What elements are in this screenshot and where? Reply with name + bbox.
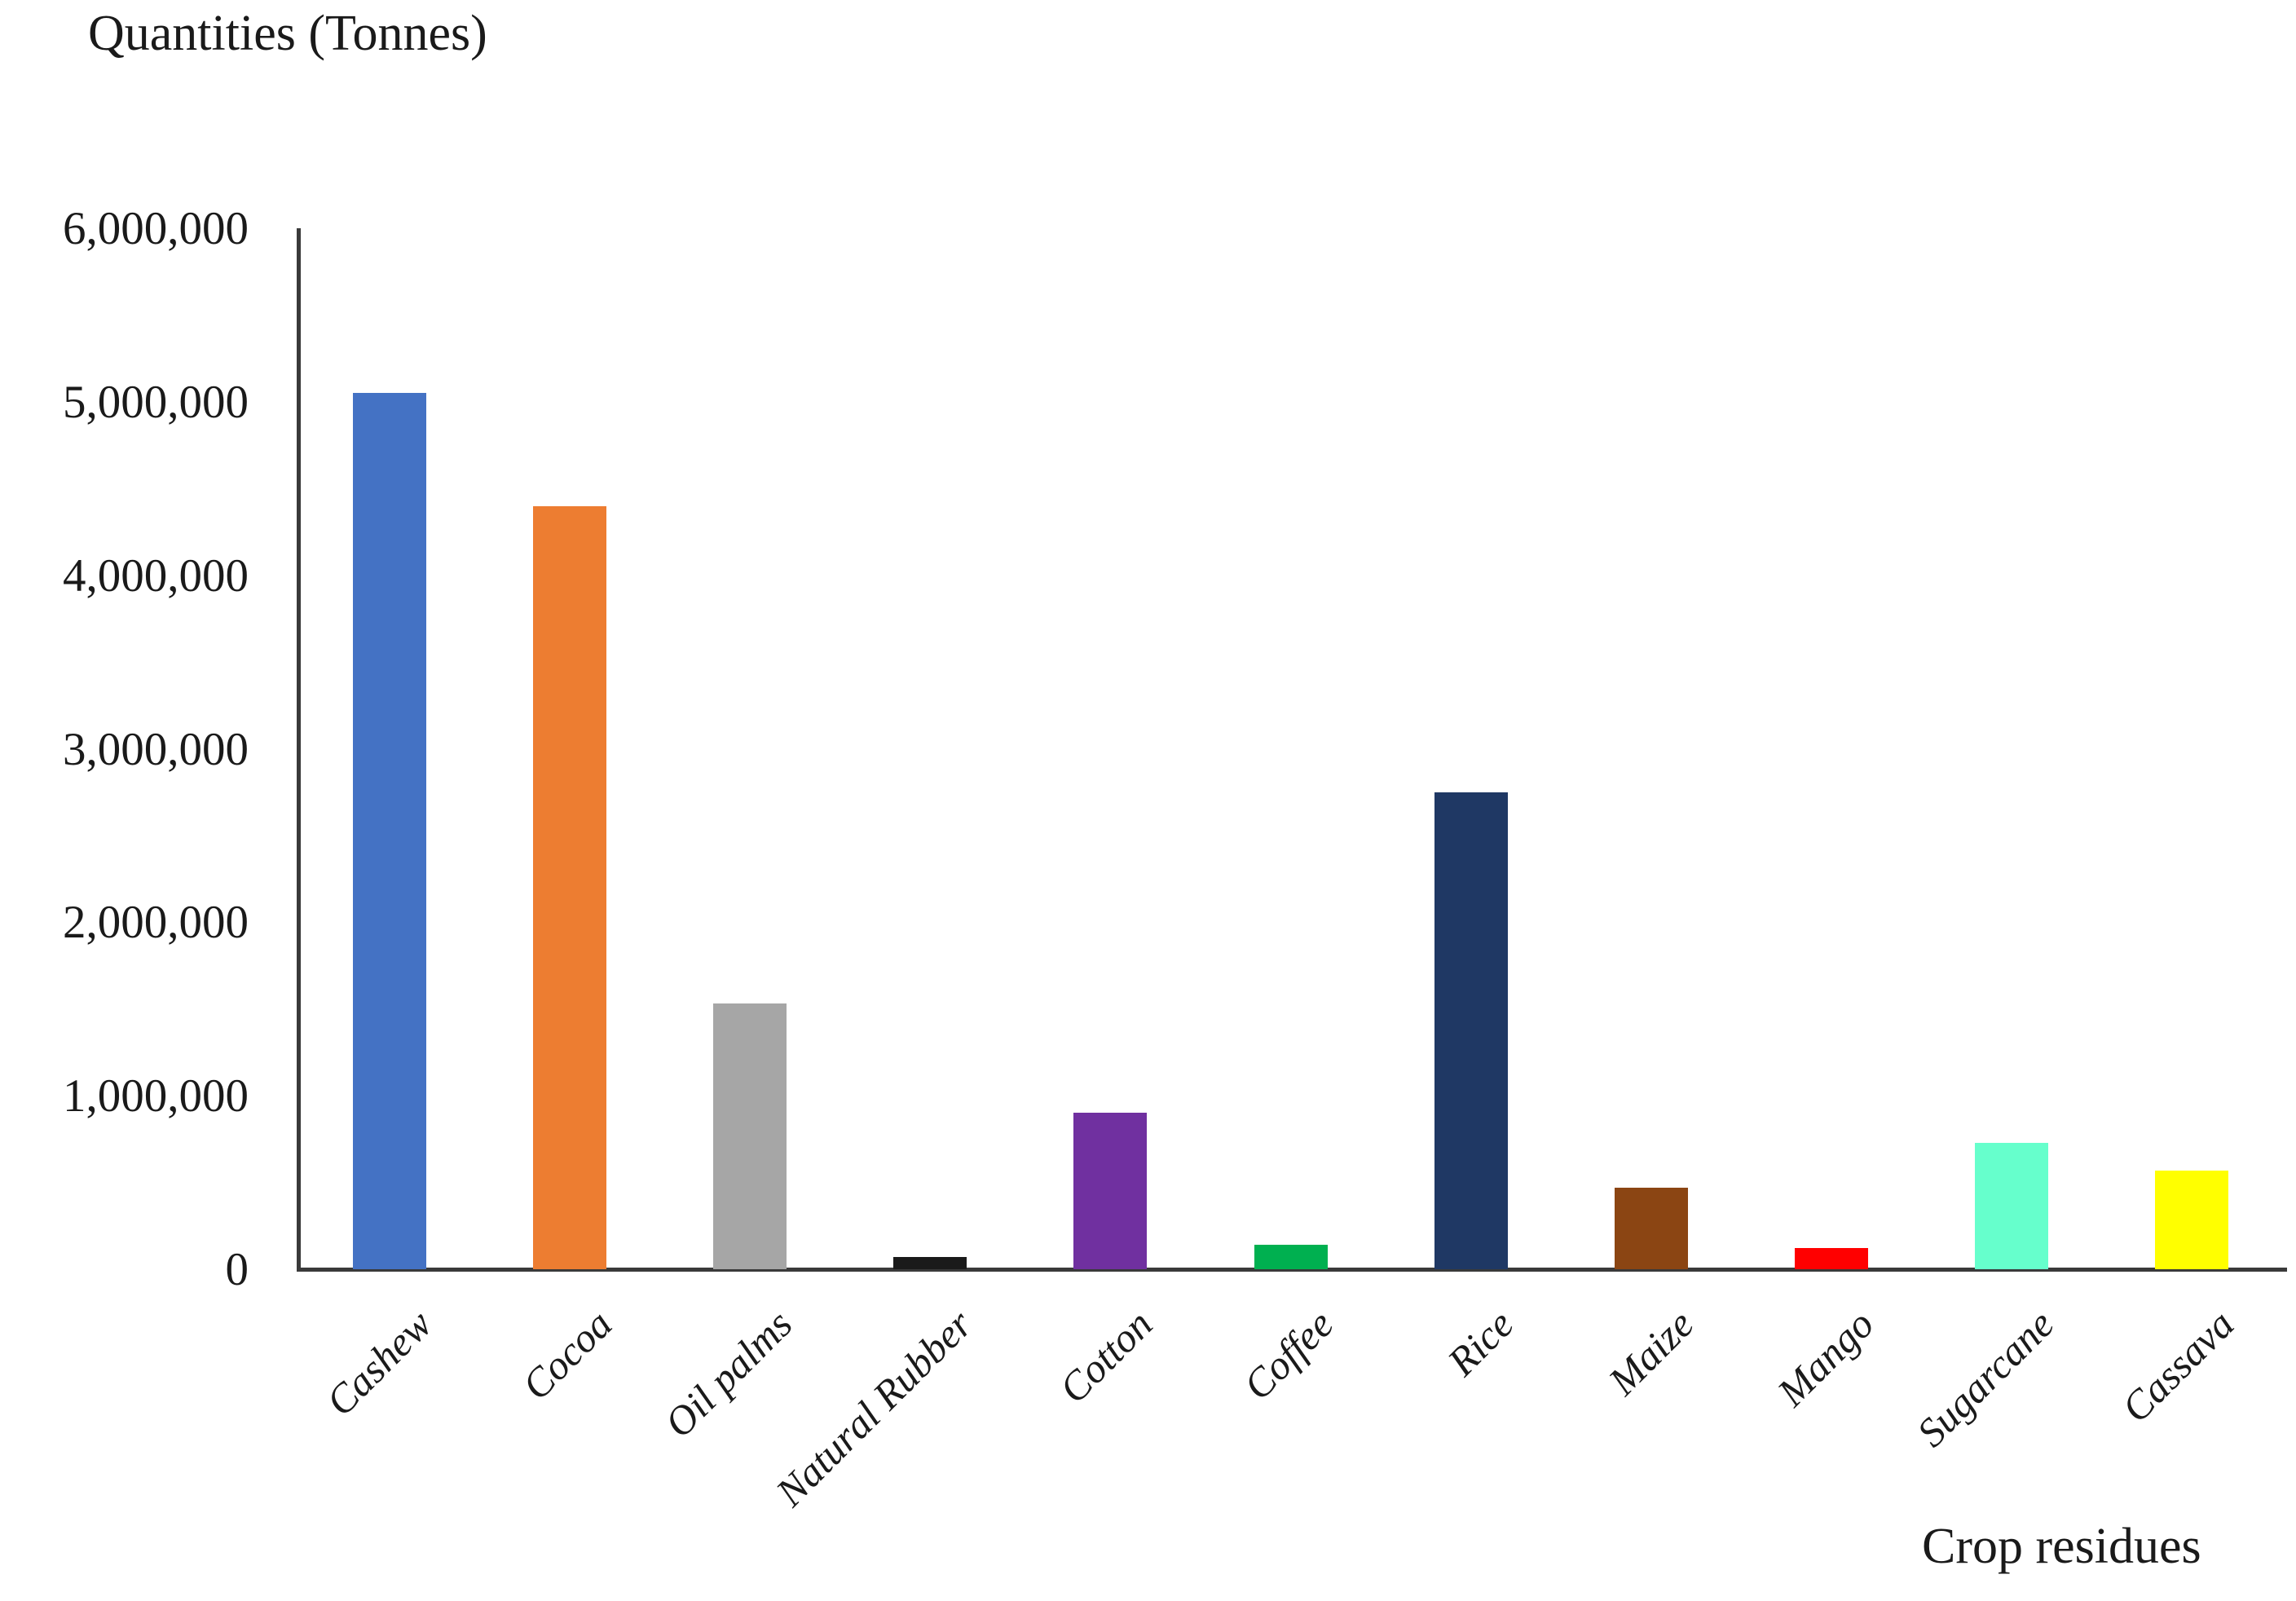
y-tick-2-000-000: 2,000,000 [63, 897, 249, 949]
bar-oil-palms [713, 1003, 787, 1269]
y-axis-line [297, 228, 301, 1272]
bar-coffee [1254, 1245, 1328, 1269]
y-tick-6-000-000: 6,000,000 [63, 203, 249, 254]
x-axis-line [297, 1268, 2287, 1272]
bar-rice [1434, 792, 1508, 1269]
bar-natural-rubber [893, 1257, 967, 1269]
bar-sugarcane [1975, 1143, 2048, 1269]
y-tick-4-000-000: 4,000,000 [63, 549, 249, 602]
x-label-sugarcane: Sugarcane [1907, 1300, 2063, 1456]
y-tick-5-000-000: 5,000,000 [63, 376, 249, 428]
y-tick-1-000-000: 1,000,000 [63, 1070, 249, 1122]
bar-cassava [2155, 1171, 2228, 1269]
y-axis-title: Quantities (Tonnes) [88, 6, 487, 61]
x-label-mango: Mango [1768, 1300, 1883, 1415]
x-label-cocoa: Cocoa [513, 1300, 621, 1409]
x-label-oil-palms: Oil palms [655, 1300, 801, 1446]
bar-cocoa [533, 506, 606, 1269]
x-label-cashew: Cashew [316, 1300, 441, 1425]
y-tick-0: 0 [225, 1244, 249, 1295]
x-label-cassava: Cassava [2113, 1300, 2243, 1431]
y-tick-3-000-000: 3,000,000 [63, 723, 249, 775]
bar-cashew [353, 393, 426, 1269]
x-label-coffee: Coffee [1234, 1300, 1342, 1409]
x-label-rice: Rice [1439, 1300, 1523, 1385]
bar-maize [1615, 1188, 1688, 1269]
x-label-cotton: Cotton [1050, 1300, 1161, 1412]
bar-cotton [1073, 1113, 1147, 1269]
x-label-maize: Maize [1599, 1300, 1703, 1404]
bar-mango [1795, 1248, 1868, 1269]
x-axis-title: Crop residues [1922, 1519, 2201, 1574]
x-label-natural-rubber: Natural Rubber [766, 1300, 981, 1515]
